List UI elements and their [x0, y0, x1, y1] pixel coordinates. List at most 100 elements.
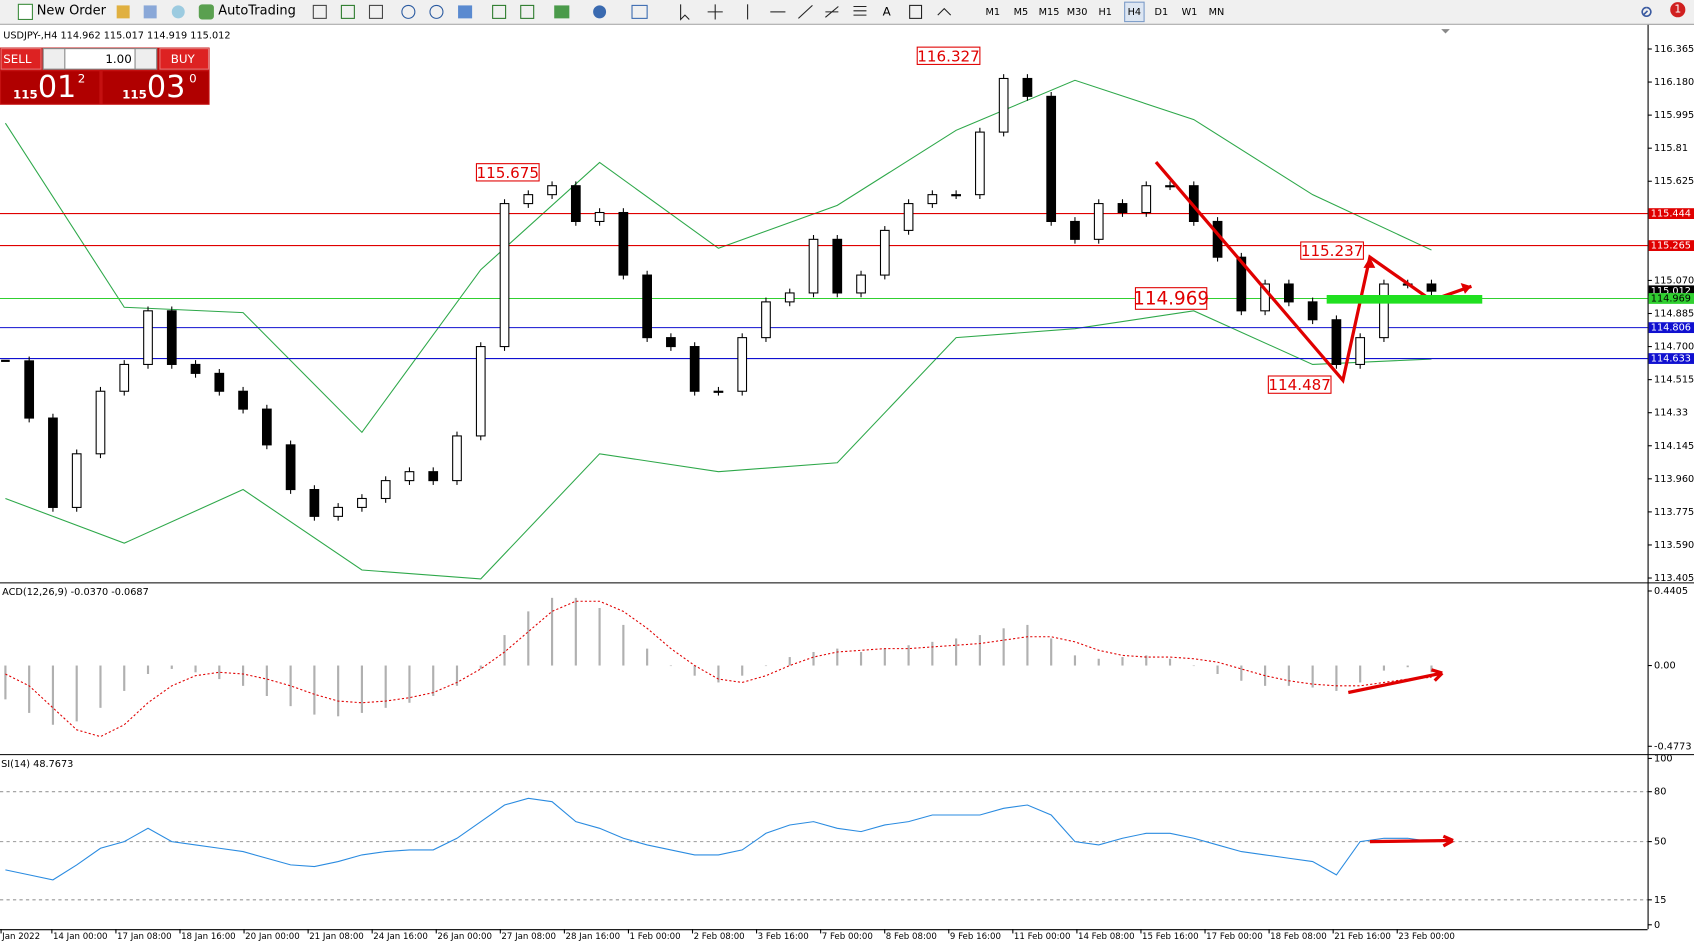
macd-bar	[836, 648, 839, 666]
macd-bar	[360, 665, 363, 713]
tool-icon[interactable]	[909, 4, 923, 19]
macd-bar	[883, 648, 886, 666]
candle	[784, 292, 795, 303]
sell-button[interactable]	[0, 48, 42, 70]
timeframe-button[interactable]: M30	[1067, 7, 1088, 18]
tool-icon[interactable]	[368, 4, 383, 19]
candle	[1355, 337, 1366, 365]
trendline-tool[interactable]	[798, 5, 813, 19]
cursor-tool[interactable]	[680, 4, 690, 21]
x-tick-label: 21 Jan 08:00	[309, 932, 364, 941]
tool-icon[interactable]	[458, 5, 473, 19]
macd-bar	[931, 641, 934, 666]
macd-bar	[717, 665, 720, 683]
text-tool[interactable]: A	[883, 4, 892, 18]
macd-bar	[408, 665, 411, 703]
candle	[190, 363, 201, 374]
zoom-out[interactable]	[429, 4, 444, 19]
price-level-label: 115.012	[1651, 286, 1691, 297]
rsi-title: SI(14) 48.7673	[1, 759, 73, 770]
tool-icon[interactable]	[853, 5, 867, 16]
y-tick-label: 116.180	[1654, 77, 1694, 88]
candle	[642, 274, 652, 339]
macd-bar	[242, 665, 245, 686]
y-tick-label: 113.590	[1654, 540, 1694, 551]
autotrading-button[interactable]: AutoTrading	[218, 3, 296, 18]
tool-icon[interactable]	[143, 5, 157, 19]
y-tick-label: 0	[1654, 920, 1660, 931]
x-tick-label: 9 Feb 16:00	[950, 932, 1001, 941]
macd-bar	[1192, 665, 1195, 667]
macd-bar	[1145, 655, 1148, 666]
zoom-in[interactable]	[401, 4, 416, 19]
macd-bar	[1240, 665, 1243, 681]
price-level-tag	[1648, 353, 1694, 364]
tool-icon[interactable]	[937, 7, 952, 16]
macd-bar	[527, 611, 530, 666]
timeframe-button[interactable]: M1	[986, 7, 1001, 18]
candle	[1093, 203, 1104, 240]
candle	[214, 372, 225, 392]
new-order-icon[interactable]	[17, 3, 33, 20]
candle	[333, 506, 344, 517]
macd-bar	[646, 648, 649, 666]
price-annotation-box	[475, 163, 540, 182]
price-level-label: 114.969	[1651, 293, 1691, 304]
y-tick-label: 113.405	[1654, 573, 1694, 584]
macd-signal	[5, 600, 1432, 738]
macd-bar	[170, 665, 173, 669]
new-order-button[interactable]: New Order	[37, 3, 107, 18]
timeframe-button[interactable]: W1	[1182, 7, 1198, 18]
timeframe-button[interactable]: M5	[1014, 7, 1029, 18]
tool-icon[interactable]	[825, 6, 839, 18]
candle	[1331, 319, 1342, 365]
x-tick-label: 2 Feb 08:00	[694, 932, 745, 941]
candle	[24, 360, 35, 419]
macd-bar	[1097, 658, 1100, 666]
macd-bar	[432, 665, 435, 696]
trend-arrow	[1369, 834, 1454, 848]
x-tick-label: 14 Feb 08:00	[1078, 932, 1135, 941]
candle	[119, 363, 130, 392]
x-tick-label: 21 Feb 16:00	[1334, 932, 1391, 941]
search-icon[interactable]	[1641, 6, 1652, 18]
candle	[95, 390, 106, 455]
tool-icon[interactable]	[492, 4, 507, 19]
x-tick-label: 18 Feb 08:00	[1270, 932, 1327, 941]
tool-icon[interactable]	[312, 4, 327, 19]
timeframe-button[interactable]: H4	[1128, 7, 1142, 18]
tool-icon[interactable]	[593, 5, 607, 19]
timeframe-button[interactable]: D1	[1155, 7, 1169, 18]
macd-bar	[1026, 624, 1029, 666]
x-tick-label: 17 Feb 00:00	[1206, 932, 1263, 941]
y-tick-label: 115.995	[1654, 110, 1694, 121]
macd-bar	[1382, 665, 1386, 671]
ask-box[interactable]	[102, 71, 209, 104]
crosshair-tool[interactable]	[707, 4, 723, 20]
bid-box[interactable]	[1, 71, 100, 104]
candle	[1022, 77, 1033, 97]
y-tick-label: 100	[1654, 753, 1673, 764]
lots-down[interactable]	[42, 48, 66, 70]
macd-bar	[859, 651, 863, 666]
autotrading-icon[interactable]	[198, 4, 214, 20]
tool-icon[interactable]	[340, 4, 355, 19]
candle	[48, 417, 58, 508]
notification-badge[interactable]	[1670, 2, 1686, 18]
lots-up[interactable]	[134, 48, 158, 70]
trend-arrow	[1347, 668, 1444, 695]
tool-icon[interactable]	[171, 5, 185, 19]
timeframe-button[interactable]: M15	[1039, 7, 1060, 18]
tool-icon[interactable]	[520, 4, 535, 19]
macd-bar	[75, 665, 78, 722]
buy-button[interactable]	[159, 48, 210, 70]
candle	[285, 444, 296, 491]
tool-icon[interactable]	[554, 5, 570, 19]
timeframe-button[interactable]: MN	[1209, 7, 1225, 18]
timeframe-button[interactable]: H1	[1098, 7, 1112, 18]
y-tick-label: 113.960	[1654, 474, 1694, 485]
tool-icon[interactable]	[631, 4, 648, 19]
tool-icon[interactable]	[116, 5, 130, 19]
price-level-tag	[1648, 285, 1694, 297]
candle	[689, 346, 700, 392]
